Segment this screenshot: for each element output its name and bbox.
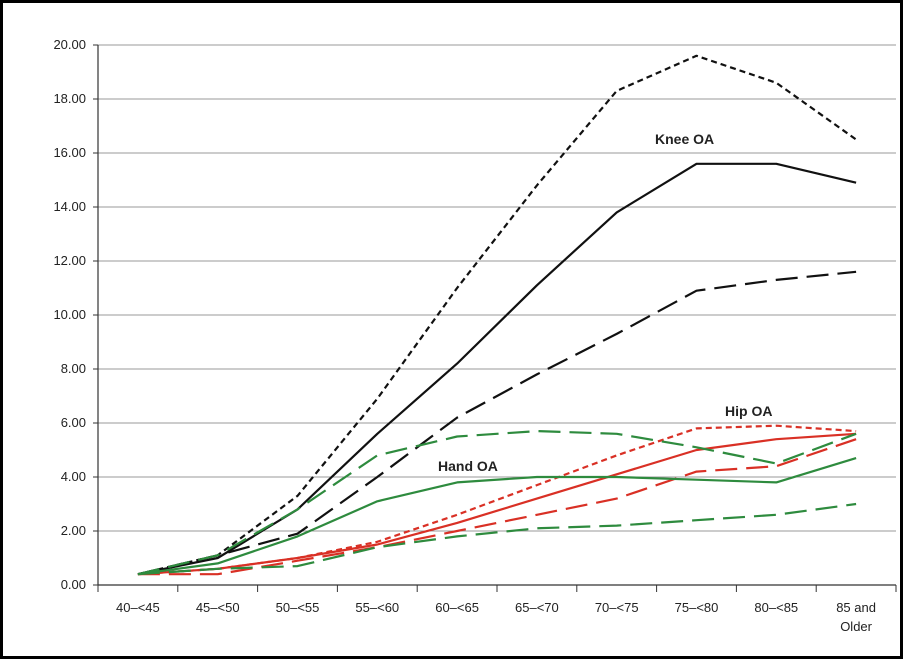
x-tick-label: 80–<85: [754, 600, 798, 615]
y-tick-label: 18.00: [53, 91, 86, 106]
x-tick-label: 60–<65: [435, 600, 479, 615]
knee-oa-series-dotted-line: [137, 54, 857, 576]
hand-oa-series-dashed-line: [137, 502, 857, 576]
grid-layer: [98, 44, 896, 586]
series-layer: [137, 54, 857, 576]
label-layer: 0.00 2.00 4.00 6.00 8.00 10.00 12.00 14.00 16.00…: [53, 37, 876, 634]
y-tick-label: 12.00: [53, 253, 86, 268]
hip-oa-series-solid-line: [137, 432, 857, 576]
x-tick-label: 45–<50: [196, 600, 240, 615]
y-tick-label: 20.00: [53, 37, 86, 52]
x-tick-label: 70–<75: [595, 600, 639, 615]
x-tick-label: 50–<55: [276, 600, 320, 615]
x-tick-label: 65–<70: [515, 600, 559, 615]
hip-oa-series-dotted-line: [137, 424, 857, 576]
x-tick-label: 55–<60: [355, 600, 399, 615]
hip-oa-annotation: Hip OA: [725, 403, 772, 419]
y-tick-label: 4.00: [61, 469, 86, 484]
hip-oa-series-dashed-line: [137, 438, 857, 576]
y-tick-label: 8.00: [61, 361, 86, 376]
knee-oa-series-dashed-line: [137, 270, 857, 576]
x-tick-label: 85 and Older: [836, 600, 876, 634]
annotation-layer: Knee OA Hip OA Hand OA: [438, 131, 772, 474]
hand-oa-annotation: Hand OA: [438, 458, 498, 474]
line-chart: 0.00 2.00 4.00 6.00 8.00 10.00 12.00 14.00 16.00…: [53, 37, 897, 634]
y-tick-label: 10.00: [53, 307, 86, 322]
x-tick-label: 75–<80: [675, 600, 719, 615]
knee-oa-annotation: Knee OA: [655, 131, 714, 147]
y-tick-label: 16.00: [53, 145, 86, 160]
knee-oa-series-solid-line: [137, 162, 857, 576]
x-tick-label: 40–<45: [116, 600, 160, 615]
y-tick-label: 0.00: [61, 577, 86, 592]
y-tick-label: 14.00: [53, 199, 86, 214]
axis-layer: [93, 44, 897, 592]
y-tick-label: 2.00: [61, 523, 86, 538]
hand-oa-series-dashed-line: [137, 430, 857, 576]
y-tick-label: 6.00: [61, 415, 86, 430]
hand-oa-series-solid-line: [137, 457, 857, 576]
